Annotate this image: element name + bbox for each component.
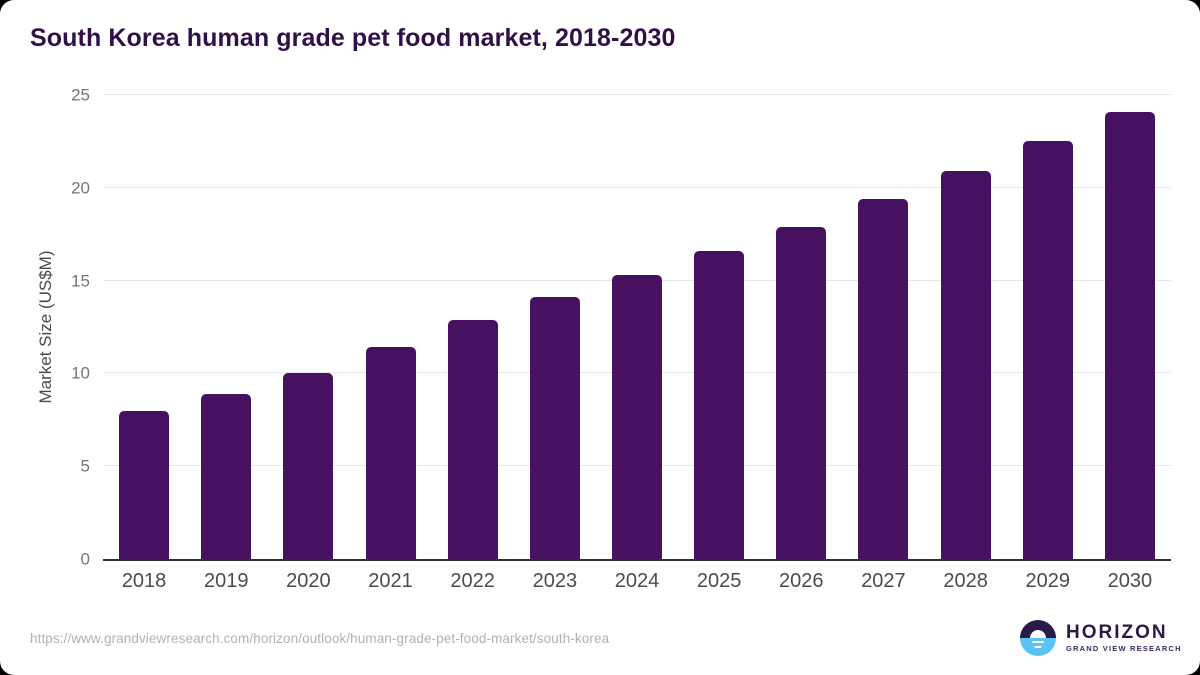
bar-2023[interactable] [529,297,580,559]
bar-slot-2022: 2022 [432,95,514,591]
bar-2026[interactable] [776,226,827,559]
bar-2028[interactable] [940,171,991,559]
bar-slot-2027: 2027 [842,95,924,591]
y-axis-tick-label: 20 [71,178,90,198]
x-axis-tick-label: 2021 [368,570,413,592]
source-url: https://www.grandviewresearch.com/horizo… [30,631,610,646]
x-axis-tick-label: 2027 [861,570,906,592]
x-axis-tick-label: 2022 [450,570,495,592]
x-axis-tick-label: 2024 [614,570,660,592]
bar-slot-2028: 2028 [925,95,1007,591]
x-axis-tick-label: 2026 [779,570,824,592]
x-axis-tick-label: 2019 [203,570,249,592]
x-axis-tick-label: 2025 [696,570,742,592]
x-axis-tick-label: 2023 [532,570,578,592]
x-axis-tick-label: 2029 [1025,570,1071,592]
bar-2019[interactable] [201,393,252,559]
bar-2021[interactable] [365,347,416,559]
x-axis-tick-label: 2028 [943,570,988,592]
sun-glyph [1030,630,1046,638]
bar-2024[interactable] [611,275,662,559]
y-axis-title: Market Size (US$M) [36,250,55,404]
bar-slot-2029: 2029 [1007,95,1089,591]
bar-slot-2018: 2018 [103,95,185,591]
plot-area: 0 5 10 15 20 25 2018 2019 2020 2021 2022 2023 2024 20… [71,87,1171,591]
horizon-logo: HORIZON GRAND VIEW RESEARCH [1020,620,1182,656]
x-axis-tick-label: 2030 [1107,570,1153,592]
bar-slot-2025: 2025 [678,95,760,591]
sun-reflection-line [1032,640,1044,643]
bar-2027[interactable] [858,198,909,559]
bar-2020[interactable] [283,373,334,559]
bar-2025[interactable] [694,250,745,559]
y-axis-tick-label: 15 [71,271,90,291]
bar-slot-2019: 2019 [185,95,267,591]
bar-2030[interactable] [1104,111,1155,559]
gridline [103,186,1171,188]
sun-reflection-line [1034,645,1042,648]
chart-title: South Korea human grade pet food market,… [30,24,676,52]
y-axis-tick-label: 5 [80,456,90,476]
y-axis-tick-label: 0 [80,549,90,569]
bar-2022[interactable] [447,319,498,559]
bar-slot-2021: 2021 [349,95,431,591]
gridline [103,94,1171,95]
horizon-sunrise-icon [1020,620,1056,656]
bar-slot-2024: 2024 [596,95,678,591]
bar-slot-2030: 2030 [1089,95,1171,591]
logo-text: HORIZON GRAND VIEW RESEARCH [1066,623,1182,653]
y-axis-tick-label: 25 [71,85,90,105]
x-axis-tick-label: 2018 [121,570,167,592]
bar-2018[interactable] [119,410,170,559]
x-axis-tick-label: 2020 [286,570,331,592]
bar-slot-2023: 2023 [514,95,596,591]
y-axis-tick-label: 10 [71,363,90,383]
logo-name: HORIZON [1066,622,1168,644]
bar-2029[interactable] [1022,141,1073,559]
logo-subtitle: GRAND VIEW RESEARCH [1066,644,1182,654]
bar-slot-2020: 2020 [267,95,349,591]
bar-slot-2026: 2026 [760,95,842,591]
